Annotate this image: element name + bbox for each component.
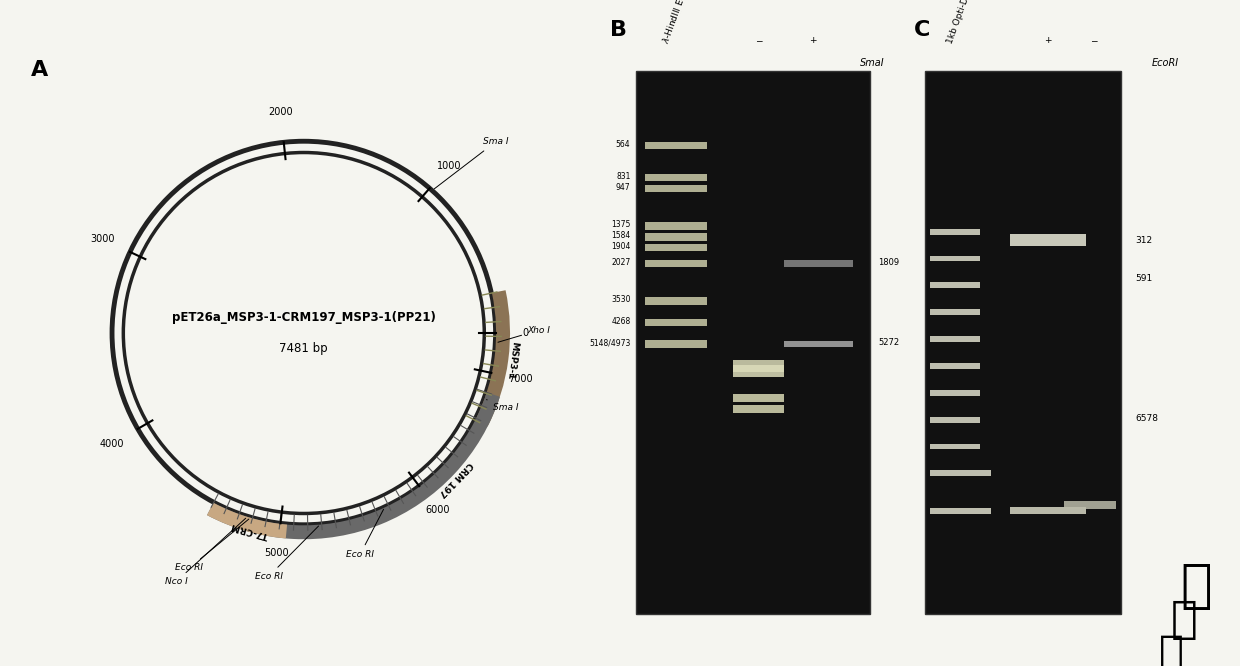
- FancyBboxPatch shape: [636, 71, 870, 614]
- Bar: [1009, 507, 1086, 514]
- Text: B: B: [610, 20, 627, 40]
- FancyBboxPatch shape: [925, 71, 1121, 614]
- Text: 5000: 5000: [264, 548, 289, 558]
- Text: 记: 记: [1171, 598, 1198, 641]
- Text: 6578: 6578: [1135, 414, 1158, 422]
- Bar: [733, 394, 785, 402]
- Text: 1904: 1904: [611, 242, 630, 250]
- Text: 1375: 1375: [611, 220, 630, 229]
- Text: 4268: 4268: [611, 317, 630, 326]
- Bar: [930, 417, 980, 422]
- Text: $\lambda$-HindIII EcoRI: $\lambda$-HindIII EcoRI: [660, 0, 693, 45]
- Text: A: A: [31, 61, 48, 81]
- Bar: [733, 405, 785, 413]
- Text: SmaI: SmaI: [859, 58, 884, 68]
- Text: Eco RI: Eco RI: [175, 519, 249, 573]
- Bar: [930, 444, 980, 450]
- Text: 591: 591: [1135, 274, 1152, 283]
- Bar: [930, 390, 980, 396]
- Text: 2000: 2000: [268, 107, 293, 117]
- Bar: [645, 297, 707, 305]
- Text: pET26a_MSP3-1-CRM197_MSP3-1(PP21): pET26a_MSP3-1-CRM197_MSP3-1(PP21): [172, 312, 435, 324]
- Text: Sma I: Sma I: [486, 400, 518, 412]
- Text: Nco I: Nco I: [165, 518, 246, 586]
- Text: Eco RI: Eco RI: [254, 526, 319, 581]
- Text: C: C: [914, 20, 930, 40]
- Bar: [645, 319, 707, 326]
- Text: EcoRI: EcoRI: [1152, 58, 1179, 68]
- Text: 564: 564: [616, 140, 630, 149]
- Text: 6000: 6000: [425, 505, 450, 515]
- Bar: [930, 229, 980, 234]
- Bar: [645, 244, 707, 251]
- Text: Xho I: Xho I: [498, 326, 549, 342]
- Text: MSP3-1: MSP3-1: [506, 341, 520, 380]
- Text: T7-CRM: T7-CRM: [229, 521, 269, 540]
- Text: 物: 物: [1180, 560, 1213, 612]
- Text: 5272: 5272: [878, 338, 900, 348]
- Text: +: +: [810, 36, 817, 45]
- Bar: [930, 282, 980, 288]
- Bar: [930, 309, 980, 315]
- Bar: [645, 184, 707, 192]
- Text: 0: 0: [522, 328, 528, 338]
- Bar: [930, 470, 991, 476]
- Bar: [1064, 501, 1116, 509]
- Bar: [930, 336, 980, 342]
- Text: 3000: 3000: [91, 234, 115, 244]
- Bar: [645, 174, 707, 181]
- Bar: [785, 341, 853, 348]
- Text: 5148/4973: 5148/4973: [589, 338, 630, 348]
- Text: 1584: 1584: [611, 231, 630, 240]
- Text: 7000: 7000: [508, 374, 533, 384]
- Text: 1809: 1809: [878, 258, 900, 267]
- Bar: [645, 142, 707, 149]
- Text: 4000: 4000: [99, 439, 124, 449]
- Bar: [733, 360, 785, 372]
- Text: 2027: 2027: [611, 258, 630, 267]
- Text: Sma I: Sma I: [434, 137, 508, 188]
- Text: 标: 标: [1159, 631, 1184, 666]
- Bar: [733, 365, 785, 377]
- Text: CRM 197: CRM 197: [436, 460, 474, 498]
- Text: 831: 831: [616, 172, 630, 181]
- Text: −: −: [1090, 36, 1097, 45]
- Text: 1000: 1000: [436, 161, 461, 170]
- Text: 1kb Opti-DNA: 1kb Opti-DNA: [946, 0, 976, 45]
- Bar: [645, 233, 707, 240]
- Bar: [645, 222, 707, 230]
- Text: 7481 bp: 7481 bp: [279, 342, 329, 354]
- Bar: [785, 260, 853, 267]
- Bar: [645, 340, 707, 348]
- Text: 3530: 3530: [611, 296, 630, 304]
- Bar: [1009, 234, 1086, 246]
- Text: Eco RI: Eco RI: [346, 509, 383, 559]
- Text: 312: 312: [1135, 236, 1152, 245]
- Text: +: +: [1044, 36, 1052, 45]
- Text: −: −: [755, 36, 763, 45]
- Bar: [930, 508, 991, 513]
- Bar: [930, 363, 980, 369]
- Bar: [930, 256, 980, 261]
- Text: 947: 947: [616, 182, 630, 192]
- Bar: [645, 260, 707, 268]
